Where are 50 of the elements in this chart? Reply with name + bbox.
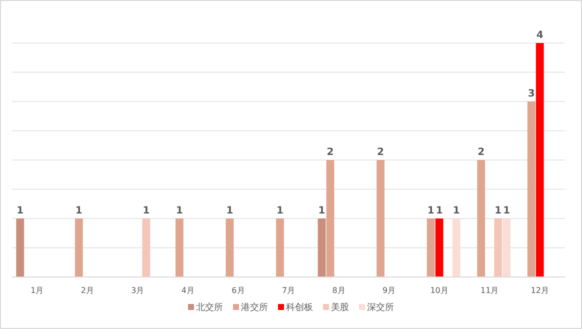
bar (16, 218, 24, 277)
bar (494, 218, 502, 277)
bar (536, 43, 544, 277)
data-label: 2 (377, 147, 384, 158)
data-label: 3 (528, 88, 535, 100)
data-label: 1 (226, 206, 234, 216)
data-label: 1 (318, 206, 326, 216)
data-label: 1 (75, 206, 82, 216)
data-label: 1 (494, 206, 502, 216)
x-tick-label: 7月 (282, 286, 296, 295)
bar (426, 218, 435, 277)
x-tick-label: 3月 (131, 286, 144, 295)
legend-label: 港交所 (241, 302, 268, 313)
legend-label: 北交所 (196, 302, 223, 313)
bar (477, 160, 486, 277)
legend-label: 科创板 (286, 302, 313, 313)
x-tick-label: 2月 (80, 286, 94, 295)
bar (435, 218, 444, 277)
legend-label: 美股 (331, 302, 349, 313)
data-label: 1 (16, 206, 24, 216)
x-tick-label: 8月 (332, 286, 346, 295)
bar (74, 218, 83, 277)
data-label: 1 (436, 206, 443, 216)
x-tick-label: 4月 (181, 286, 194, 295)
x-tick-label: 6月 (232, 286, 245, 295)
data-label: 1 (427, 206, 434, 216)
bar (226, 218, 234, 277)
data-label: 2 (478, 147, 485, 158)
data-label: 2 (326, 147, 334, 158)
x-tick-label: 12月 (530, 286, 549, 295)
bar (326, 160, 334, 277)
bar (376, 160, 384, 277)
data-label: 1 (176, 206, 183, 216)
bar (142, 218, 150, 277)
x-tick-label: 11月 (480, 286, 499, 295)
legend-label: 深交所 (367, 302, 394, 313)
bar (176, 218, 184, 277)
data-label: 4 (536, 30, 544, 41)
x-tick-label: 9月 (382, 286, 396, 295)
data-label: 1 (503, 206, 510, 216)
bar (527, 102, 536, 277)
x-tick-label: 1月 (30, 286, 44, 295)
x-tick-label: 10月 (430, 286, 448, 295)
data-label: 1 (452, 206, 460, 216)
bar (276, 218, 284, 277)
data-label: 1 (276, 206, 284, 216)
bar (318, 218, 326, 277)
bar (452, 218, 460, 277)
data-label: 1 (142, 206, 150, 216)
bar (502, 218, 511, 277)
